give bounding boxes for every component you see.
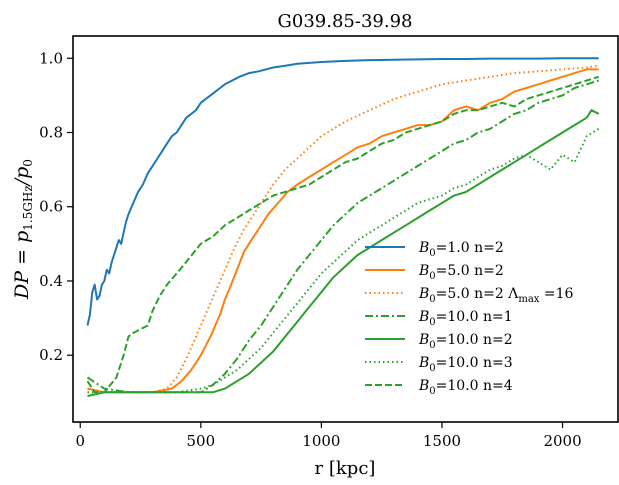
legend-text-part: =5.0 n=2 Λ <box>436 286 520 302</box>
series-line-0 <box>86 57 599 326</box>
legend-entry: B0=10.0 n=4 <box>418 378 513 397</box>
x-tick-label: 500 <box>186 432 215 450</box>
legend-entry: B0=5.0 n=2 <box>418 263 504 282</box>
series-line-1 <box>87 68 599 394</box>
legend-text-part: 0 <box>429 340 435 351</box>
x-tick-label: 0 <box>75 432 85 450</box>
legend: B0=1.0 n=2B0=5.0 n=2B0=5.0 n=2 Λmax =16B… <box>365 240 574 397</box>
plot-lines <box>86 57 600 397</box>
legend-text-part: =16 <box>539 286 573 302</box>
y-tick-label: 0.2 <box>39 346 63 364</box>
legend-text-part: 0 <box>429 363 435 374</box>
y-label-rest: /p <box>11 167 33 188</box>
y-label-sub2: 0 <box>21 159 35 167</box>
legend-text-part: B <box>418 378 429 394</box>
y-tick-label: 0.8 <box>39 124 63 142</box>
x-tick-label: 1500 <box>423 432 461 450</box>
legend-text-part: =5.0 n=2 <box>436 263 504 279</box>
legend-entry: B0=1.0 n=2 <box>418 240 504 259</box>
series-line-4 <box>87 109 600 397</box>
legend-text-part: =10.0 n=1 <box>436 309 513 325</box>
legend-text-part: =10.0 n=3 <box>436 355 513 371</box>
legend-text-part: B <box>418 355 429 371</box>
legend-text-part: =10.0 n=2 <box>436 332 513 348</box>
series-line-3 <box>86 79 600 394</box>
legend-text-part: 0 <box>429 317 435 328</box>
legend-entry: B0=10.0 n=2 <box>418 332 513 351</box>
series-line-5 <box>87 127 600 394</box>
y-tick-label: 0.6 <box>39 198 63 216</box>
legend-text-part: max <box>518 294 539 305</box>
legend-text-part: 0 <box>429 248 435 259</box>
y-tick-label: 1.0 <box>39 49 63 67</box>
legend-text-part: 0 <box>429 294 435 305</box>
legend-text-part: B <box>418 286 429 302</box>
x-tick-label: 1000 <box>302 432 340 450</box>
y-label-sub: 1.5GHz <box>21 185 35 230</box>
plot-frame <box>72 35 619 423</box>
legend-text-part: =10.0 n=4 <box>436 378 513 394</box>
legend-text-part: B <box>418 332 429 348</box>
y-axis-ticks: 0.2 0.4 0.6 0.8 1.0 <box>39 49 73 364</box>
legend-text-part: B <box>418 309 429 325</box>
y-tick-label: 0.4 <box>39 272 63 290</box>
legend-text-part: B <box>418 263 429 279</box>
legend-entry: B0=10.0 n=3 <box>418 355 513 374</box>
x-axis-ticks: 0 500 1000 1500 2000 <box>75 422 582 450</box>
chart-title: G039.85-39.98 <box>278 11 413 32</box>
legend-text-part: B <box>418 240 429 256</box>
series-line-2 <box>87 64 599 394</box>
legend-entry: B0=5.0 n=2 Λmax =16 <box>418 286 574 305</box>
x-tick-label: 2000 <box>543 432 581 450</box>
y-label-main: DP = p <box>11 231 33 300</box>
legend-text-part: 0 <box>429 271 435 282</box>
legend-entry: B0=10.0 n=1 <box>418 309 513 328</box>
y-axis-label: DP = p1.5GHz/p0 <box>11 159 35 300</box>
legend-text-part: =1.0 n=2 <box>436 240 504 256</box>
x-axis-label: r [kpc] <box>315 458 376 479</box>
series-line-6 <box>86 75 599 394</box>
legend-text-part: 0 <box>429 386 435 397</box>
